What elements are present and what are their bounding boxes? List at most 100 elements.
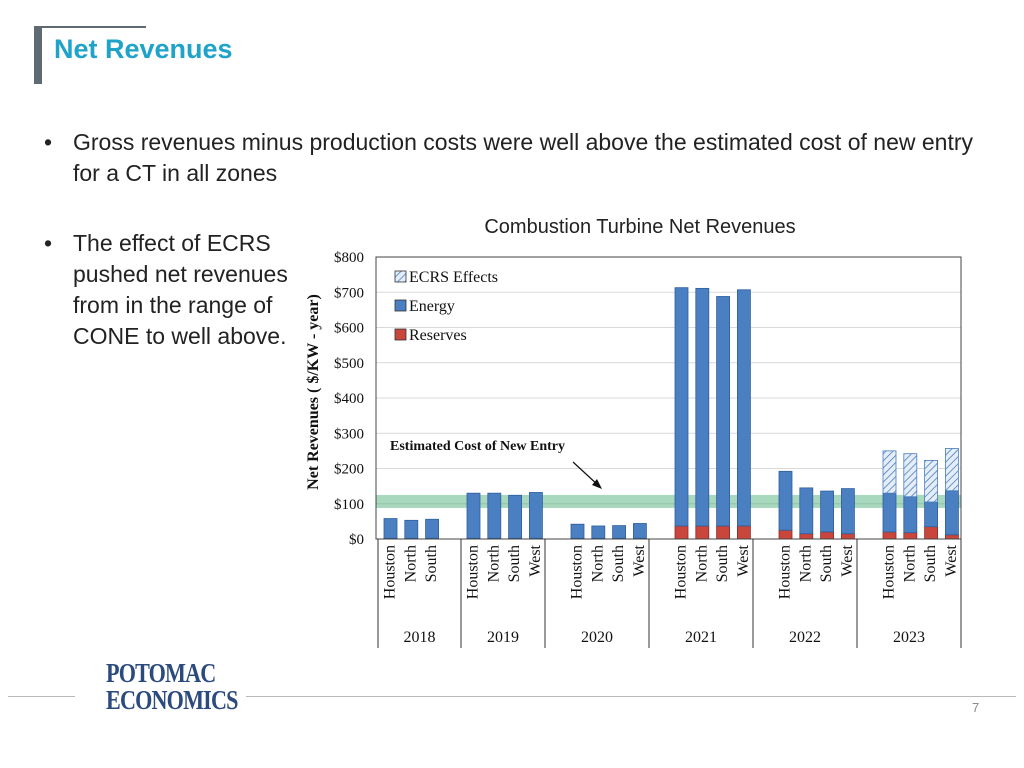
- bar-energy: [695, 287, 710, 527]
- x-zone-label: South: [714, 545, 731, 582]
- bar-ecrs-effects: [903, 453, 918, 498]
- bar-reserves: [778, 529, 793, 540]
- bullet-dot: •: [44, 129, 53, 155]
- bar-energy: [612, 525, 626, 539]
- bar-energy: [529, 492, 543, 539]
- annotation-arrow-head: [592, 479, 602, 489]
- x-zone-label: South: [423, 545, 440, 582]
- bar-energy: [903, 496, 918, 534]
- bar-energy: [383, 518, 398, 539]
- x-zone-label: North: [693, 545, 710, 582]
- y-tick-label: $500: [334, 356, 364, 372]
- bar-energy: [778, 470, 793, 531]
- bar-energy: [945, 490, 959, 536]
- x-zone-label: Houston: [881, 545, 898, 599]
- cone-annotation: Estimated Cost of New Entry: [390, 439, 565, 454]
- bar-ecrs-effects: [945, 448, 959, 492]
- legend-label: Reserves: [409, 327, 467, 344]
- bar-energy: [570, 523, 585, 539]
- legend-label: ECRS Effects: [409, 269, 498, 286]
- x-zone-label: Houston: [465, 545, 482, 599]
- y-tick-label: $700: [334, 285, 364, 301]
- legend-swatch-ecrs-effects: [394, 270, 407, 283]
- bar-energy: [591, 525, 606, 539]
- x-zone-label: North: [402, 545, 419, 582]
- x-zone-label: Houston: [673, 545, 690, 599]
- logo-line-2: ECONOMICS: [106, 685, 238, 715]
- bar-energy: [425, 518, 440, 539]
- bullet-2-text: The effect of ECRS pushed net revenues f…: [73, 230, 288, 349]
- y-tick-label: $600: [334, 321, 364, 337]
- page-number: 7: [972, 700, 980, 715]
- legend-swatch-reserves: [394, 328, 407, 341]
- logo-line-1: POTOMAC: [106, 658, 216, 688]
- bar-reserves: [841, 533, 855, 540]
- x-year-label: 2018: [404, 629, 436, 646]
- x-zone-label: North: [589, 545, 606, 582]
- bar-energy: [882, 492, 897, 533]
- bar-energy: [466, 492, 481, 539]
- bar-energy: [924, 501, 938, 528]
- title-accent-bar: [34, 26, 42, 84]
- legend-swatch-energy: [394, 299, 407, 312]
- x-zone-label: South: [818, 545, 835, 582]
- x-zone-label: Houston: [569, 545, 586, 599]
- y-tick-label: $0: [349, 532, 364, 548]
- bar-reserves: [903, 532, 918, 540]
- x-zone-label: Houston: [382, 545, 399, 599]
- bar-energy: [799, 487, 814, 535]
- x-zone-label: West: [631, 544, 648, 576]
- x-zone-label: Houston: [777, 545, 794, 599]
- bar-reserves: [882, 531, 897, 540]
- y-axis-title: Net Revenues ( $/KW - year): [305, 294, 322, 490]
- legend-label: Energy: [409, 298, 455, 315]
- bar-energy: [487, 492, 502, 539]
- chart-title: Combustion Turbine Net Revenues: [484, 216, 796, 238]
- x-zone-label: West: [943, 544, 960, 576]
- x-zone-label: South: [922, 545, 939, 582]
- x-year-label: 2022: [789, 629, 821, 646]
- bar-energy: [737, 289, 751, 527]
- x-year-label: 2021: [685, 629, 717, 646]
- footer-line-right: [246, 696, 1016, 697]
- potomac-logo: POTOMAC ECONOMICS: [106, 658, 238, 715]
- bar-ecrs-effects: [882, 450, 897, 494]
- bar-reserves: [716, 525, 730, 540]
- x-zone-label: West: [527, 544, 544, 576]
- bar-energy: [820, 490, 834, 533]
- y-tick-label: $200: [334, 462, 364, 478]
- x-zone-label: South: [610, 545, 627, 582]
- bullet-1: • Gross revenues minus production costs …: [44, 127, 973, 189]
- bar-energy: [633, 523, 647, 539]
- y-tick-label: $100: [334, 497, 364, 513]
- bar-reserves: [924, 526, 938, 540]
- x-year-label: 2023: [893, 629, 925, 646]
- x-zone-label: North: [485, 545, 502, 582]
- y-tick-label: $400: [334, 391, 364, 407]
- y-tick-label: $800: [334, 250, 364, 266]
- x-zone-label: West: [839, 544, 856, 576]
- bar-energy: [404, 519, 419, 539]
- bar-energy: [841, 488, 855, 535]
- x-year-label: 2019: [487, 629, 519, 646]
- x-zone-label: West: [735, 544, 752, 576]
- footer-line-left: [8, 696, 75, 697]
- bullet-2: • The effect of ECRS pushed net revenues…: [44, 228, 298, 352]
- bar-reserves: [695, 525, 710, 540]
- bar-energy: [716, 296, 730, 527]
- x-zone-label: South: [506, 545, 523, 582]
- cone-band: [376, 494, 961, 508]
- bar-reserves: [799, 533, 814, 540]
- bar-reserves: [737, 525, 751, 540]
- x-year-label: 2020: [581, 629, 613, 646]
- bar-reserves: [820, 531, 834, 540]
- slide-title: Net Revenues: [54, 34, 233, 64]
- bullet-dot: •: [44, 230, 53, 256]
- bar-energy: [508, 494, 523, 539]
- bar-ecrs-effects: [924, 459, 938, 503]
- x-zone-label: North: [797, 545, 814, 582]
- plot-frame: [375, 256, 962, 540]
- x-zone-label: North: [901, 545, 918, 582]
- y-tick-label: $300: [334, 426, 364, 442]
